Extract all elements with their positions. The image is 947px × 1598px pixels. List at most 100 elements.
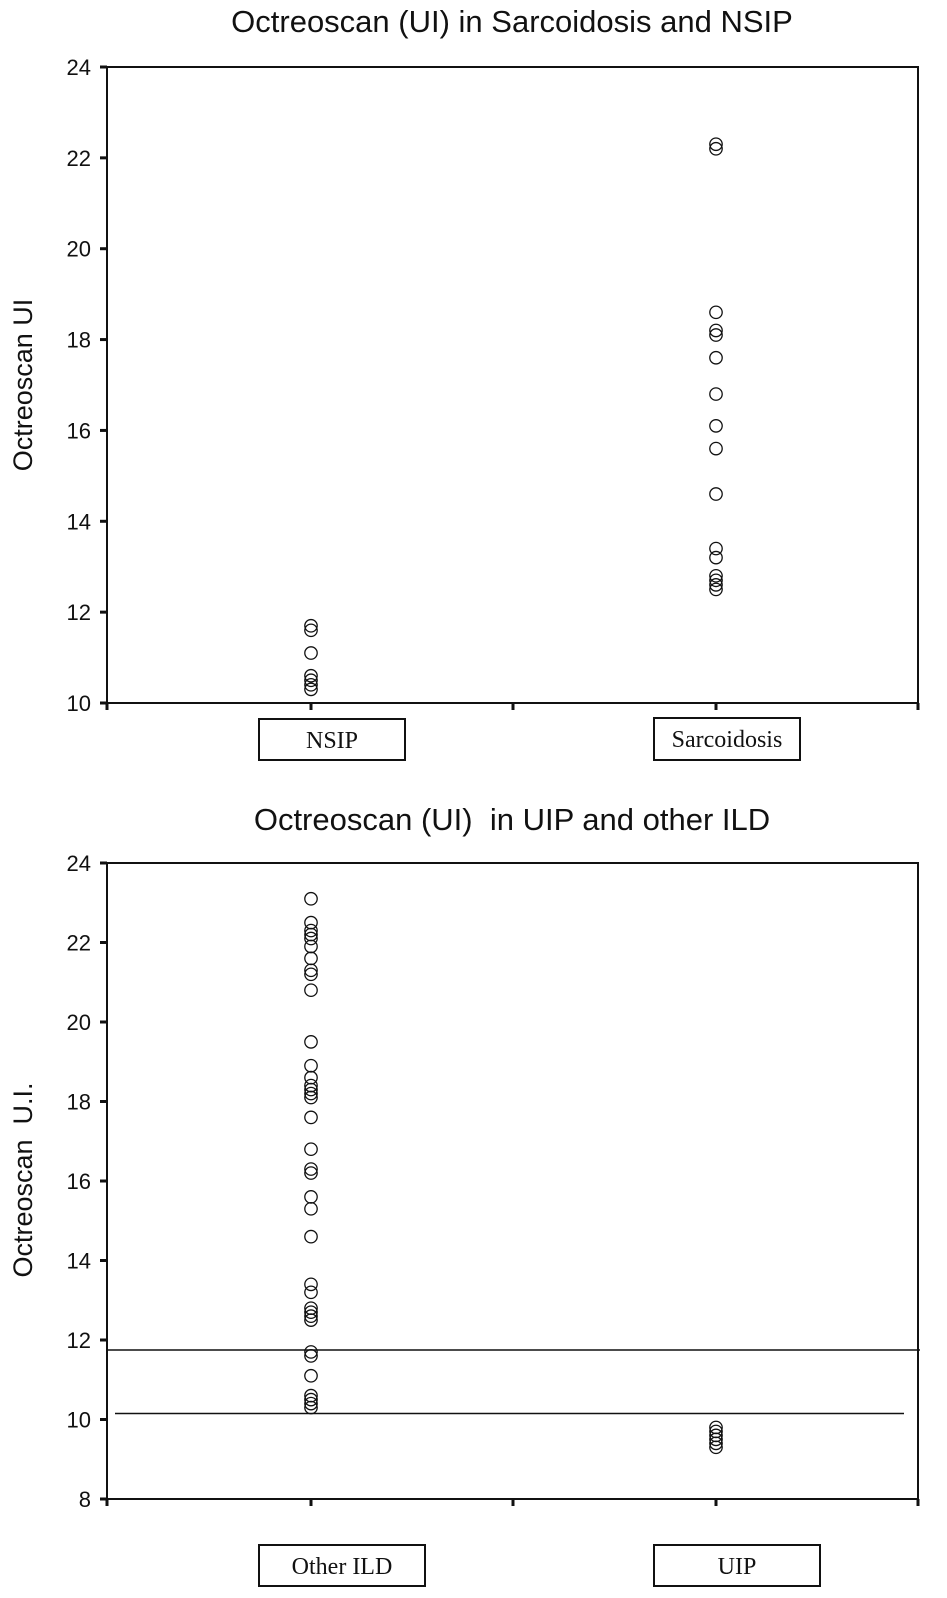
point-uip [709, 1440, 723, 1455]
category-label-nsip: NSIP [306, 728, 358, 754]
point-other-ild [304, 939, 318, 954]
point-sarcoidosis [709, 305, 723, 320]
category-box-nsip [258, 718, 406, 761]
point-uip [709, 1436, 723, 1451]
y-tick-label: 18 [67, 1090, 91, 1115]
chart-2-y-ticks: 8 10 12 14 16 18 20 22 24 [67, 851, 107, 1512]
point-other-ild [304, 1110, 318, 1125]
chart-2-y-axis-label: Octreoscan U.I. [8, 1082, 38, 1277]
point-sarcoidosis [709, 578, 723, 592]
point-other-ild [304, 963, 318, 978]
point-sarcoidosis [709, 328, 723, 342]
y-tick-label: 16 [67, 1169, 91, 1194]
point-other-ild [304, 1086, 318, 1101]
point-other-ild [304, 1162, 318, 1176]
y-tick-label: 8 [79, 1487, 91, 1512]
chart-1-category-sarcoidosis: Sarcoidosis [653, 717, 801, 761]
point-other-ild [304, 983, 318, 998]
chart-2-category-uip: UIP [653, 1544, 821, 1587]
y-tick-label: 16 [67, 418, 91, 443]
y-tick-label: 20 [67, 237, 91, 262]
chart-2-category-other-ild: Other ILD [258, 1544, 426, 1587]
point-sarcoidosis [709, 323, 723, 338]
point-nsip [304, 668, 318, 683]
point-sarcoidosis [709, 419, 723, 433]
chart-1-category-nsip: NSIP [258, 718, 406, 761]
point-other-ild [304, 931, 318, 946]
y-tick-label: 12 [67, 1328, 91, 1353]
point-other-ild [304, 951, 318, 966]
point-sarcoidosis [709, 573, 723, 588]
chart-1-y-ticks: 10 12 14 16 18 20 22 24 [67, 55, 107, 716]
category-box-sarcoidosis [653, 717, 801, 761]
point-other-ild [304, 1349, 318, 1363]
y-tick-label: 14 [67, 1249, 91, 1274]
point-other-ild [304, 1090, 318, 1105]
point-sarcoidosis [709, 350, 723, 365]
point-sarcoidosis [709, 137, 723, 152]
category-label-sarcoidosis: Sarcoidosis [672, 727, 783, 753]
chart-1-x-ticks [105, 703, 920, 710]
point-other-ild [304, 1313, 318, 1327]
point-other-ild [304, 1309, 318, 1324]
point-sarcoidosis [709, 550, 723, 565]
chart-1-y-axis-label: Octreoscan UI [8, 299, 38, 472]
point-other-ild [304, 1305, 318, 1320]
point-nsip [304, 677, 318, 692]
point-other-ild [304, 1142, 318, 1157]
chart-2-x-ticks [105, 1499, 920, 1506]
point-uip [709, 1432, 723, 1447]
point-other-ild [304, 891, 318, 906]
point-other-ild [304, 1400, 318, 1415]
point-sarcoidosis [709, 568, 723, 583]
y-tick-label: 24 [67, 851, 91, 876]
point-other-ild [304, 1368, 318, 1383]
point-sarcoidosis [709, 541, 723, 556]
category-box-uip [653, 1544, 821, 1587]
y-tick-label: 18 [67, 328, 91, 353]
point-other-ild [304, 1190, 318, 1204]
point-sarcoidosis [709, 582, 723, 597]
chart-2-plot-frame [106, 862, 919, 1500]
chart-1-title: Octreoscan (UI) in Sarcoidosis and NSIP [231, 4, 793, 39]
y-tick-label: 22 [67, 146, 91, 171]
point-nsip [304, 618, 318, 633]
point-nsip [304, 623, 318, 638]
point-sarcoidosis [709, 141, 723, 156]
y-tick-label: 22 [67, 931, 91, 956]
y-tick-label: 24 [67, 55, 91, 80]
y-tick-label: 12 [67, 600, 91, 625]
chart-1-plot-frame [106, 66, 919, 704]
point-other-ild [304, 1229, 318, 1244]
chart-uip-other-ild: Octreoscan (UI) in UIP and other ILD Oct… [8, 802, 920, 1587]
chart-2-points [304, 891, 723, 1455]
point-nsip [304, 682, 318, 697]
point-other-ild [304, 1166, 318, 1180]
point-other-ild [304, 1345, 318, 1359]
point-other-ild [304, 1058, 318, 1073]
category-label-other-ild: Other ILD [292, 1554, 393, 1580]
point-other-ild [304, 1201, 318, 1216]
point-other-ild [304, 923, 318, 938]
point-other-ild [304, 1277, 318, 1292]
point-other-ild [304, 967, 318, 982]
chart-1-points [304, 137, 723, 697]
chart-2-title: Octreoscan (UI) in UIP and other ILD [254, 802, 770, 837]
y-tick-label: 20 [67, 1010, 91, 1035]
point-other-ild [304, 1285, 318, 1300]
point-other-ild [304, 1082, 318, 1097]
chart-2-reference-lines [107, 1349, 920, 1415]
y-tick-label: 10 [67, 691, 91, 716]
point-nsip [304, 673, 318, 688]
point-other-ild [304, 1035, 318, 1049]
y-tick-label: 14 [67, 509, 91, 534]
point-sarcoidosis [709, 487, 723, 501]
chart-sarcoidosis-nsip: Octreoscan (UI) in Sarcoidosis and NSIP … [8, 4, 920, 761]
category-label-uip: UIP [718, 1554, 757, 1580]
category-box-other-ild [258, 1544, 426, 1587]
y-tick-label: 10 [67, 1408, 91, 1433]
point-sarcoidosis [709, 441, 723, 456]
point-other-ild [304, 1392, 318, 1407]
point-sarcoidosis [709, 387, 723, 401]
